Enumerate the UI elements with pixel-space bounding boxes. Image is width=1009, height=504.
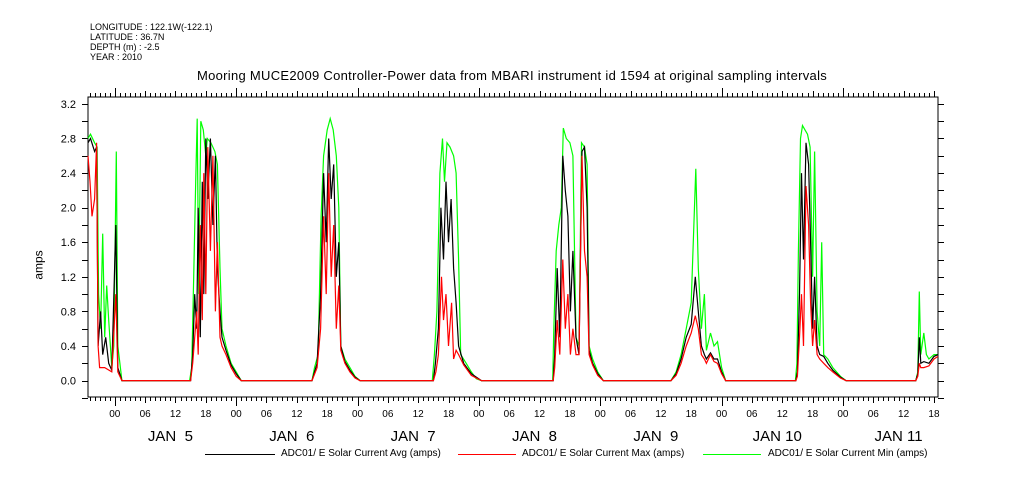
y-tick-label: 0.0 [61, 376, 76, 388]
y-tick-label: 3.2 [61, 99, 76, 111]
x-tick-label: 12 [655, 409, 667, 420]
x-tick-label: 06 [504, 409, 516, 420]
legend-swatch-min [703, 454, 761, 455]
x-tick-label: 06 [140, 409, 152, 420]
x-tick-label: 06 [868, 409, 880, 420]
x-tick-label: 00 [109, 409, 121, 420]
y-tick-label: 1.6 [61, 237, 76, 249]
x-date-label: JAN 10 [753, 428, 802, 445]
x-tick-label: 00 [716, 409, 728, 420]
latitude-label: LATITUDE : 36.7N [90, 32, 165, 42]
longitude-label: LONGITUDE : 122.1W(-122.1) [90, 22, 213, 32]
x-tick-label: 06 [261, 409, 273, 420]
year-label: YEAR : 2010 [90, 52, 143, 62]
x-tick-label: 12 [534, 409, 546, 420]
legend-label-max: ADC01/ E Solar Current Max (amps) [522, 448, 685, 459]
y-tick-label: 2.8 [61, 133, 76, 145]
depth-label: DEPTH (m) : -2.5 [90, 42, 160, 52]
x-tick-label: 18 [200, 409, 212, 420]
legend-swatch-max [458, 454, 516, 455]
series-line-avg [87, 137, 939, 382]
legend-label-avg: ADC01/ E Solar Current Avg (amps) [281, 448, 441, 459]
x-tick-label: 06 [625, 409, 637, 420]
plot-frame [87, 96, 939, 398]
y-tick-label: 1.2 [61, 272, 76, 284]
x-tick-label: 12 [291, 409, 303, 420]
x-tick-label: 00 [231, 409, 243, 420]
x-date-label: JAN 6 [269, 428, 314, 445]
x-tick-label: 12 [898, 409, 910, 420]
y-tick-label: 2.4 [61, 168, 76, 180]
x-tick-label: 06 [746, 409, 758, 420]
x-tick-label: 18 [443, 409, 455, 420]
x-tick-label: 18 [564, 409, 576, 420]
x-tick-label: 00 [473, 409, 485, 420]
x-tick-label: 00 [595, 409, 607, 420]
legend-label-min: ADC01/ E Solar Current Min (amps) [768, 448, 928, 459]
x-tick-label: 06 [382, 409, 394, 420]
y-tick-label: 0.8 [61, 306, 76, 318]
y-tick-label: 0.4 [61, 341, 76, 353]
series-line-max [87, 142, 939, 382]
chart-title: Mooring MUCE2009 Controller-Power data f… [196, 68, 828, 83]
x-tick-label: 12 [777, 409, 789, 420]
x-date-label: JAN 5 [148, 428, 193, 445]
x-tick-label: 12 [170, 409, 182, 420]
x-date-label: JAN 7 [391, 428, 436, 445]
series-line-min [87, 116, 938, 382]
x-tick-label: 18 [686, 409, 698, 420]
x-date-label: JAN 8 [512, 428, 557, 445]
y-tick-label: 2.0 [61, 203, 76, 215]
x-tick-label: 00 [352, 409, 364, 420]
x-tick-label: 12 [413, 409, 425, 420]
x-date-label: JAN 9 [633, 428, 678, 445]
x-date-label: JAN 11 [875, 428, 923, 445]
x-tick-label: 18 [928, 409, 940, 420]
x-tick-label: 00 [837, 409, 849, 420]
legend-swatch-avg [205, 454, 275, 455]
x-tick-label: 18 [807, 409, 819, 420]
x-tick-label: 18 [322, 409, 334, 420]
